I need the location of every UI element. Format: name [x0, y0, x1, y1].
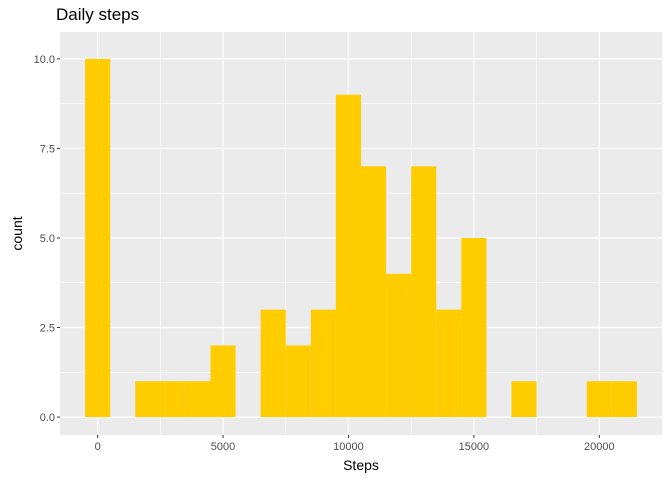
histogram-bar: [285, 345, 311, 418]
histogram-bar: [586, 381, 612, 418]
y-tick-label: 0.0: [40, 412, 55, 424]
x-tick-label: 15000: [459, 441, 490, 453]
x-tick-label: 5000: [211, 441, 235, 453]
histogram-bar: [260, 309, 286, 418]
y-axis-ticks: 0.0 2.5 5.0 7.5 10.0: [34, 54, 60, 424]
histogram-bar: [436, 309, 462, 418]
histogram-bar: [335, 94, 361, 418]
y-axis-title: count: [9, 216, 25, 250]
x-axis-title: Steps: [343, 457, 379, 473]
histogram-bar: [185, 381, 211, 418]
histogram-bar: [361, 166, 387, 418]
histogram-bar: [135, 381, 161, 418]
histogram-bar: [210, 345, 236, 418]
histogram-bar: [160, 381, 186, 418]
histogram-bar: [611, 381, 637, 418]
histogram-bar: [461, 237, 487, 418]
histogram-bar: [511, 381, 537, 418]
histogram-bar: [411, 166, 437, 418]
histogram-bar: [85, 58, 111, 418]
x-axis-ticks: 0 5000 10000 15000 20000: [95, 435, 615, 453]
y-tick-label: 7.5: [40, 143, 55, 155]
x-tick-label: 20000: [584, 441, 615, 453]
y-tick-label: 2.5: [40, 323, 55, 335]
histogram-bar: [310, 309, 336, 418]
x-tick-label: 0: [95, 441, 101, 453]
y-tick-label: 10.0: [34, 54, 55, 66]
y-tick-label: 5.0: [40, 233, 55, 245]
histogram-bar: [386, 273, 412, 418]
chart-title: Daily steps: [56, 5, 140, 24]
bars: [85, 58, 637, 418]
x-tick-label: 10000: [333, 441, 364, 453]
